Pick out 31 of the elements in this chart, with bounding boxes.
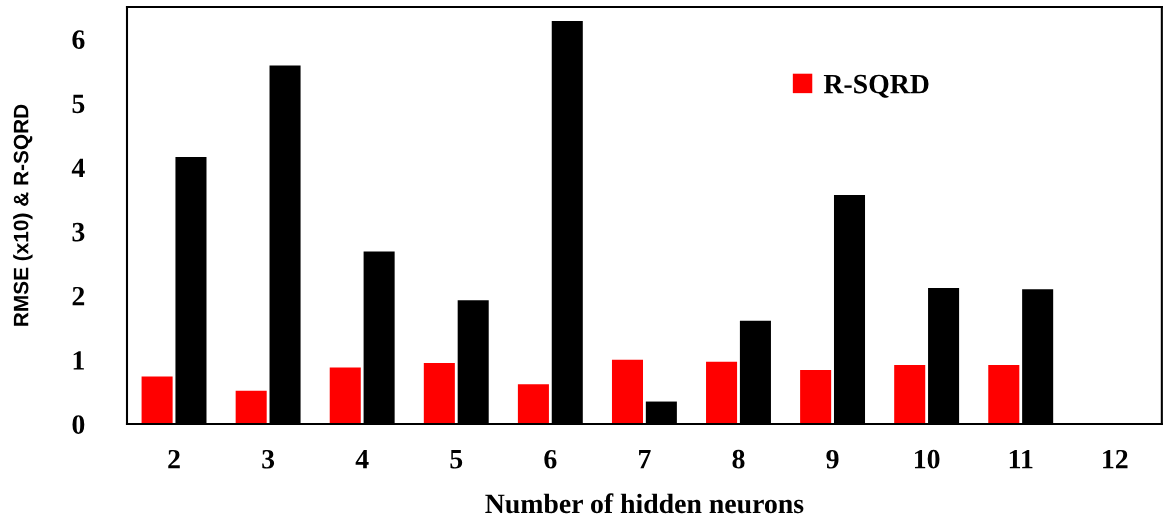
y-tick-label: 2 [72,286,85,306]
x-tick-label: 9 [826,449,839,469]
bar [706,361,738,424]
bar [611,359,644,424]
y-tick-label: 3 [72,222,85,242]
bar [517,384,549,424]
bar [423,363,455,424]
bar [988,364,1020,424]
x-tick-label: 5 [450,450,463,469]
x-tick-label: 3 [262,449,275,469]
bar [800,370,832,424]
legend-label: R-SQRD [823,74,929,98]
y-tick-label: 0 [72,415,85,434]
bar [141,376,173,424]
bar [235,390,267,424]
x-tick-label: 12 [1103,449,1128,469]
x-tick-label: 2 [168,449,180,469]
y-tick-label: 4 [71,158,85,178]
bar [894,364,926,424]
x-tick-label: 8 [732,449,745,469]
x-tick-label: 6 [544,449,557,469]
x-tick-label: 11 [1009,449,1033,469]
y-tick-label: 1 [73,351,84,370]
bar [329,367,361,424]
x-tick-label: 10 [914,449,940,469]
y-tick-label: 5 [72,94,85,114]
y-axis-title: RMSE (x10) & R-SQRD [13,104,33,326]
x-tick-label: 4 [355,449,369,469]
x-tick-label: 7 [639,450,651,469]
y-tick-label: 6 [72,30,85,49]
x-axis-title: Number of hidden neurons [485,493,804,514]
